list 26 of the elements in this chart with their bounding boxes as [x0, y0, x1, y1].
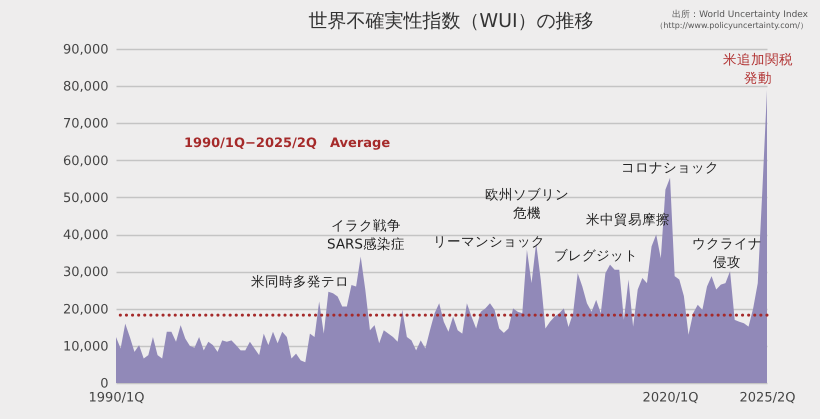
- y-tick-label: 10,000: [63, 339, 108, 354]
- y-tick-label: 30,000: [63, 265, 108, 280]
- x-tick-label: 2020/1Q: [642, 390, 699, 406]
- y-tick-label: 50,000: [63, 190, 108, 206]
- annotation: 米中貿易摩擦: [586, 212, 670, 228]
- y-tick-label: 60,000: [63, 154, 108, 169]
- text: （http://www.policyuncertainty.com/）: [655, 21, 808, 30]
- annotation: リーマンショック: [433, 234, 545, 250]
- y-tick-label: 80,000: [63, 80, 108, 95]
- y-tick-label: 70,000: [63, 116, 108, 132]
- annotation: ウクライナ侵攻: [692, 236, 762, 270]
- x-tick-label: 2025/2Q: [740, 390, 796, 406]
- y-tick-label: 40,000: [63, 228, 108, 244]
- annotation: 欧州ソブリン危機: [485, 187, 569, 222]
- annotation: ブレグジット: [554, 248, 638, 264]
- x-tick-label: 1990/1Q: [88, 390, 144, 406]
- text: 出所：World Uncertainty Index: [672, 9, 809, 20]
- annotation: イラク戦争 SARS感染症: [326, 218, 406, 252]
- y-tick-label: 20,000: [63, 302, 108, 318]
- annotation: コロナショック: [621, 160, 719, 176]
- annotation: 米追加関税発動: [723, 52, 793, 86]
- chart-title: 世界不確実性指数（WUI）の推移: [308, 10, 594, 32]
- y-tick-label: 0: [100, 376, 108, 392]
- annotation: 米同時多発テロ: [251, 274, 349, 290]
- y-tick-label: 90,000: [63, 42, 108, 58]
- ref-line-label: 1990/1Q−2025/2Q Average: [184, 136, 390, 151]
